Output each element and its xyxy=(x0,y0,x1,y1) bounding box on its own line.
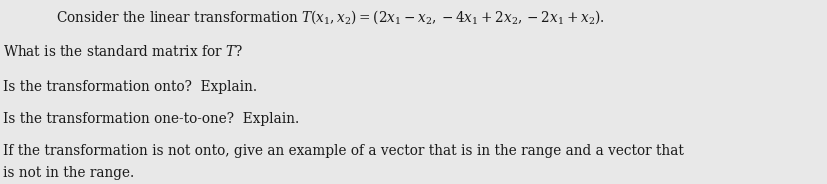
Text: Is the transformation onto?  Explain.: Is the transformation onto? Explain. xyxy=(3,80,257,94)
Text: is not in the range.: is not in the range. xyxy=(3,166,135,180)
Text: Consider the linear transformation $T(x_1, x_2) = (2x_1 - x_2, -4x_1 + 2x_2, -2x: Consider the linear transformation $T(x_… xyxy=(56,8,605,26)
Text: What is the standard matrix for $T$?: What is the standard matrix for $T$? xyxy=(3,44,243,59)
Text: Is the transformation one-to-one?  Explain.: Is the transformation one-to-one? Explai… xyxy=(3,112,299,126)
Text: If the transformation is not onto, give an example of a vector that is in the ra: If the transformation is not onto, give … xyxy=(3,144,683,158)
